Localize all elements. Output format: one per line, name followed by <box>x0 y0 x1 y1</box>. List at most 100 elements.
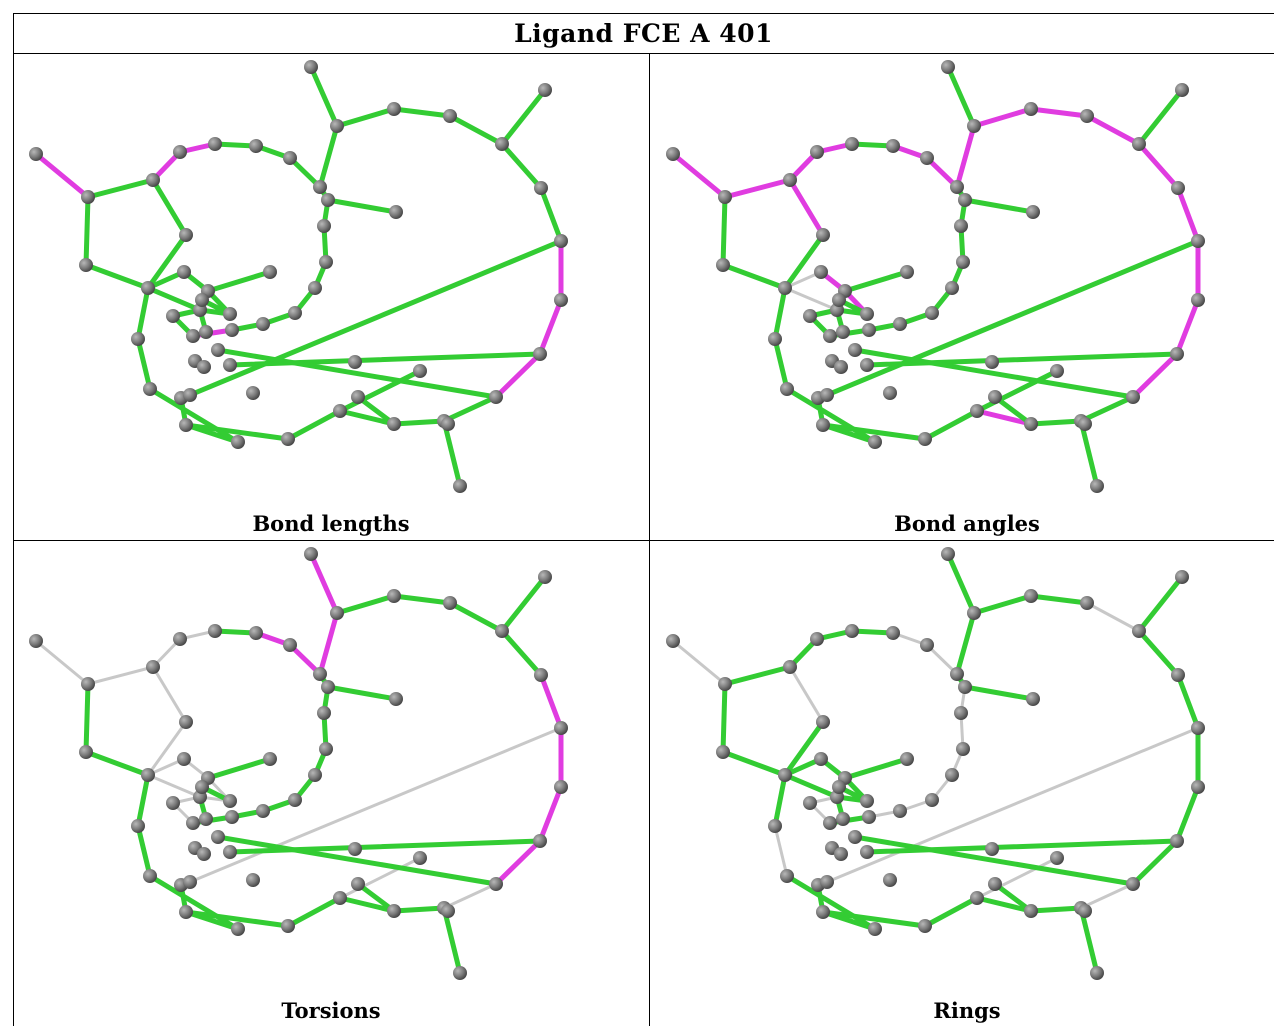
bond-36-57 <box>852 347 1136 400</box>
row-divider <box>13 540 1274 541</box>
atom-46 <box>985 842 999 856</box>
bond-36-37 <box>442 882 498 910</box>
atom-36 <box>489 877 503 891</box>
atom-41 <box>832 780 846 794</box>
atom-0 <box>29 147 43 161</box>
atom-35 <box>1170 347 1184 361</box>
bond-31-49 <box>499 87 548 147</box>
atom-25 <box>143 382 157 396</box>
atom-19 <box>308 281 322 295</box>
atom-4 <box>208 137 222 151</box>
bond-0-1 <box>671 639 727 686</box>
atom-52 <box>1090 479 1104 493</box>
bond-9-13 <box>782 772 840 800</box>
atom-1 <box>718 190 732 204</box>
atom-31 <box>1132 624 1146 638</box>
bond-1-23 <box>83 681 91 755</box>
atom-45 <box>883 386 897 400</box>
bond-37-52 <box>1078 418 1100 489</box>
atom-26 <box>816 418 830 432</box>
atom-35 <box>533 834 547 848</box>
bond-33-54 <box>188 726 563 884</box>
atom-23 <box>716 745 730 759</box>
atom-39 <box>970 404 984 418</box>
atom-51 <box>413 364 427 378</box>
bond-31-49 <box>1136 574 1185 634</box>
atom-20 <box>956 255 970 269</box>
caption-bond-lengths: Bond lengths <box>252 510 410 536</box>
bond-24-9 <box>135 772 151 829</box>
bond-0-1 <box>33 151 91 200</box>
atom-24 <box>768 819 782 833</box>
atom-32 <box>1171 668 1185 682</box>
atom-10 <box>177 265 191 279</box>
atom-10 <box>814 752 828 766</box>
atom-4 <box>845 624 859 638</box>
atom-57 <box>211 343 225 357</box>
bond-39-51 <box>975 856 1059 900</box>
atom-20 <box>956 742 970 756</box>
atom-3 <box>810 632 824 646</box>
atom-38 <box>387 417 401 431</box>
atom-7 <box>283 638 297 652</box>
atom-33 <box>1191 721 1205 735</box>
figure-title: Ligand FCE A 401 <box>514 18 773 48</box>
atom-3 <box>810 145 824 159</box>
bond-24-9 <box>772 772 788 829</box>
bond-40-26 <box>820 909 928 929</box>
bond-37-52 <box>441 418 463 489</box>
atom-21 <box>317 706 331 720</box>
bond-28-48 <box>308 64 340 129</box>
atom-32 <box>534 181 548 195</box>
atom-3 <box>173 632 187 646</box>
atom-55 <box>834 847 848 861</box>
bond-22-50 <box>325 684 399 702</box>
atom-54 <box>820 388 834 402</box>
atom-34 <box>1191 780 1205 794</box>
atom-18 <box>925 793 939 807</box>
bond-37-38 <box>1028 905 1084 914</box>
atom-57 <box>848 343 862 357</box>
atom-33 <box>554 234 568 248</box>
atom-22 <box>958 680 972 694</box>
atom-31 <box>1132 137 1146 151</box>
bond-38-39 <box>337 408 397 427</box>
bond-27-25 <box>147 873 241 932</box>
atom-23 <box>79 745 93 759</box>
bond-25-24 <box>135 823 153 879</box>
atom-42 <box>199 812 213 826</box>
atom-58 <box>988 390 1002 404</box>
atom-30 <box>443 109 457 123</box>
atom-36 <box>1126 390 1140 404</box>
atom-50 <box>1026 205 1040 219</box>
atom-30 <box>1080 596 1094 610</box>
atom-45 <box>883 873 897 887</box>
bond-35-36 <box>1130 351 1180 400</box>
atom-25 <box>143 869 157 883</box>
caption-torsions: Torsions <box>281 997 381 1023</box>
bond-5-9 <box>782 719 826 778</box>
bond-34-35 <box>537 784 564 844</box>
atom-48 <box>304 547 318 561</box>
bond-2-5 <box>151 665 188 724</box>
atom-17 <box>893 317 907 331</box>
bond-11-43 <box>842 756 910 781</box>
atom-24 <box>131 819 145 833</box>
atom-25 <box>780 382 794 396</box>
atom-24 <box>768 332 782 346</box>
atom-7 <box>283 151 297 165</box>
bond-39-51 <box>337 368 423 414</box>
atom-31 <box>495 624 509 638</box>
bond-9-13 <box>145 285 203 313</box>
atom-4 <box>845 137 859 151</box>
atom-54 <box>820 875 834 889</box>
bond-38-39 <box>337 895 397 914</box>
atom-28 <box>967 119 981 133</box>
atom-4 <box>208 624 222 638</box>
atom-9 <box>778 281 792 295</box>
atom-40 <box>918 432 932 446</box>
atom-15 <box>823 329 837 343</box>
atom-0 <box>666 147 680 161</box>
atom-41 <box>195 780 209 794</box>
atom-17 <box>256 317 270 331</box>
